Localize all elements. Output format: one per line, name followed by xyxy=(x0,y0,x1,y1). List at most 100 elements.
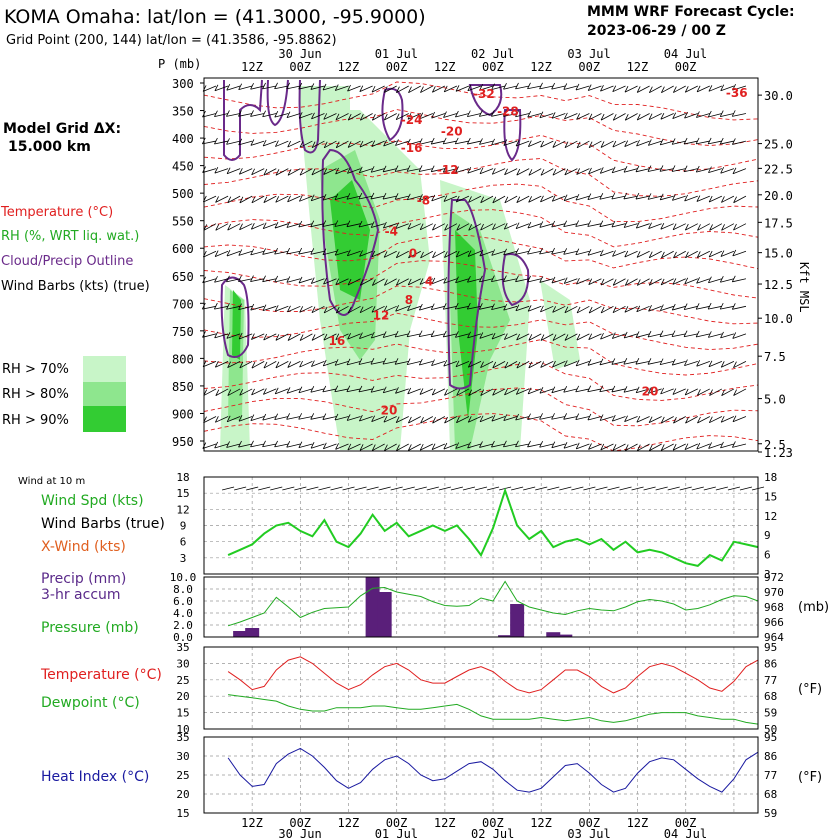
wind-barb-flag xyxy=(299,169,304,176)
wind-barb-flag xyxy=(443,277,448,284)
wind-barb-shaft xyxy=(576,443,590,450)
wind-barb-shaft xyxy=(673,85,686,93)
wind-barb-flag xyxy=(516,196,521,203)
wind-barb xyxy=(406,193,421,201)
wind-barb xyxy=(215,195,229,203)
wind-barb-flag xyxy=(636,113,641,121)
wind-barb xyxy=(515,440,530,448)
wind-barb xyxy=(707,137,722,145)
wind-barb-flag xyxy=(214,110,218,117)
wind-barb xyxy=(503,223,518,230)
wind-barb-shaft xyxy=(491,333,506,340)
wind-barb-flag xyxy=(503,275,507,282)
wind-barb-shaft xyxy=(371,140,385,147)
wind-barb-shaft xyxy=(395,223,409,230)
wind-barb-shaft xyxy=(720,305,734,310)
wind-barb-flag xyxy=(383,221,387,229)
wind-barb-shaft xyxy=(661,250,674,259)
wind-barb-flag xyxy=(358,358,363,365)
wind-barb-shaft xyxy=(648,388,662,394)
left-tick-label: 18 xyxy=(176,471,189,484)
wind-barb-flag xyxy=(215,196,219,203)
wind-barb xyxy=(239,223,253,231)
wind-barb xyxy=(600,332,614,340)
temperature-contour-label: 16 xyxy=(328,334,345,348)
wind-barb-shaft xyxy=(335,278,349,285)
pressure-tick-label: 600 xyxy=(172,242,194,256)
wind-barb-flag xyxy=(358,192,363,200)
wind-barb xyxy=(720,331,735,339)
wind-barb-shaft xyxy=(528,168,542,176)
wind-barb-flag xyxy=(527,387,532,395)
wind-barb xyxy=(479,84,494,91)
wind-barb xyxy=(383,139,397,147)
wind-barb-flag xyxy=(539,221,544,228)
wind-barb-shaft xyxy=(370,195,385,200)
wind-barb-flag xyxy=(503,440,507,448)
wind-barb-flag xyxy=(575,359,580,367)
wind-barb-flag xyxy=(467,250,472,257)
day-label-bottom: 02 Jul xyxy=(471,827,514,840)
wind-barb-shaft xyxy=(419,168,433,172)
wind-barb-flag xyxy=(612,444,617,451)
time-label-top: 12Z xyxy=(241,60,263,74)
wind-barb xyxy=(287,195,301,203)
wind-barb-flag xyxy=(708,442,712,449)
wind-barb-flag xyxy=(359,114,364,121)
pressure-tick-label: 450 xyxy=(172,160,194,174)
wind-barb-flag xyxy=(310,442,315,449)
wind-barb-shaft xyxy=(468,416,482,423)
time-label-bottom: 00Z xyxy=(482,816,504,830)
wind-barb-shaft xyxy=(732,443,747,448)
wind-barb xyxy=(588,333,602,341)
wind-barb-shaft xyxy=(659,333,674,338)
wind-barb-shaft xyxy=(684,278,698,285)
wind-barb-shaft xyxy=(576,361,590,367)
wind-barb xyxy=(226,441,241,448)
right-tick-label: 59 xyxy=(764,807,777,820)
wind-barb-flag xyxy=(683,165,688,172)
wind-barb-flag xyxy=(659,330,664,337)
wind-barb xyxy=(491,332,506,340)
wind-barb xyxy=(226,332,241,339)
wind-barb-shaft xyxy=(540,333,554,341)
wind-barb xyxy=(418,303,433,311)
wind-barb xyxy=(396,85,409,94)
wind-barb-shaft xyxy=(732,278,747,283)
wind-barb xyxy=(444,388,458,396)
wind-barb xyxy=(648,387,662,394)
wind-barb-flag xyxy=(719,302,724,310)
wind-barb-shaft xyxy=(540,168,554,176)
wind-barb-shaft xyxy=(732,250,747,257)
wind-barb-shaft xyxy=(684,140,698,145)
wind-barb xyxy=(407,278,421,286)
wind-barb-flag xyxy=(683,303,688,310)
wind-barb xyxy=(347,443,361,451)
wind-barb-flag xyxy=(575,442,580,449)
wind-barb xyxy=(647,330,662,338)
wind-barb xyxy=(696,195,710,202)
surface-wind-barb xyxy=(378,486,391,491)
wind-barb-shaft xyxy=(721,195,735,203)
wind-barb-flag xyxy=(648,86,653,93)
wind-barb-shaft xyxy=(251,168,265,176)
wind-barb-shaft xyxy=(299,333,313,341)
wind-barb-flag xyxy=(503,414,508,421)
wind-barb-shaft xyxy=(515,85,530,90)
wind-barb xyxy=(467,276,482,283)
wind-barb xyxy=(431,277,446,285)
wind-barb xyxy=(371,443,385,451)
wind-barb-flag xyxy=(516,333,520,341)
wind-barb-flag xyxy=(732,415,737,422)
wind-barb-shaft xyxy=(226,333,241,339)
wind-barb-flag xyxy=(600,84,604,92)
forecast-cycle-label: MMM WRF Forecast Cycle: xyxy=(587,4,795,20)
wind-barb-flag xyxy=(696,111,700,118)
wind-barb xyxy=(516,361,530,369)
wind-barb-flag xyxy=(623,166,628,173)
surface-wind-barb xyxy=(306,486,319,491)
wind-barb-flag xyxy=(418,138,423,145)
wind-barb xyxy=(407,223,421,230)
wind-barb xyxy=(600,305,614,314)
